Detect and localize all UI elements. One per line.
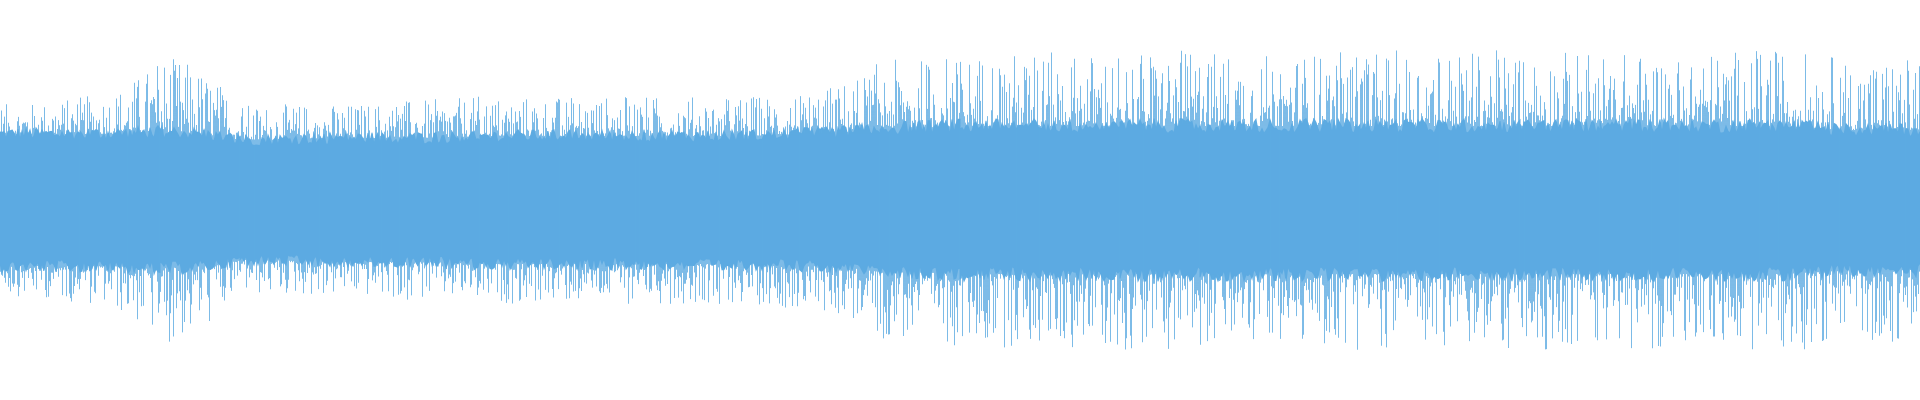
waveform-segment — [79, 66, 161, 325]
waveform-segment — [479, 98, 561, 304]
waveform-core — [1199, 117, 1281, 283]
waveform-segment — [1839, 60, 1920, 342]
waveform-core — [559, 128, 641, 272]
waveform-peaks — [800, 64, 880, 331]
waveform-core — [1759, 119, 1841, 282]
waveform-segment — [1119, 50, 1201, 350]
waveform-core — [719, 126, 801, 272]
waveform-peaks — [960, 56, 1040, 348]
waveform-peaks — [320, 106, 400, 297]
waveform-segment — [1199, 54, 1281, 345]
waveform-core — [1119, 118, 1201, 283]
waveform-segment — [879, 59, 961, 346]
waveform-core — [639, 129, 721, 271]
waveform-peaks — [1200, 54, 1280, 345]
waveform-peaks — [0, 100, 80, 302]
waveform-segment — [319, 106, 401, 297]
waveform-core — [879, 118, 961, 282]
waveform-segment — [1759, 51, 1841, 350]
waveform-peaks — [1040, 52, 1120, 348]
waveform-peaks — [1600, 55, 1680, 349]
waveform-peaks — [560, 97, 640, 304]
waveform-peaks — [80, 66, 160, 325]
waveform-core — [1519, 118, 1601, 282]
waveform-core — [1039, 119, 1121, 283]
waveform-segment — [959, 56, 1041, 348]
waveform-core — [1599, 117, 1681, 283]
waveform-peaks — [1280, 52, 1360, 350]
waveform-segment — [1039, 52, 1121, 348]
waveform-peaks — [1520, 52, 1600, 350]
waveform-core — [799, 122, 881, 275]
waveform-segment — [1359, 50, 1441, 348]
waveform-segment — [0, 100, 81, 302]
waveform-peaks — [400, 96, 480, 300]
waveform-segment — [239, 104, 321, 294]
waveform-peaks — [1680, 51, 1760, 350]
waveform-peaks — [1440, 50, 1520, 348]
waveform-core — [1839, 122, 1920, 279]
waveform-peaks — [160, 59, 240, 342]
waveform-core — [1359, 117, 1441, 283]
waveform-segment — [399, 96, 481, 300]
waveform-peaks — [1760, 51, 1840, 350]
waveform-core — [0, 126, 81, 275]
waveform-core — [1439, 117, 1521, 283]
waveform-segment — [799, 64, 881, 331]
waveform-core — [319, 130, 401, 268]
waveform-core — [159, 124, 241, 275]
waveform-segment — [719, 97, 801, 308]
waveform-peaks — [1840, 60, 1920, 342]
waveform-core — [1279, 117, 1361, 283]
waveform-peaks — [480, 98, 560, 304]
waveform-peaks — [880, 59, 960, 346]
waveform-core — [239, 133, 321, 267]
waveform-segment — [159, 59, 241, 342]
waveform-segment — [1679, 51, 1761, 350]
waveform-segment — [1599, 55, 1681, 349]
waveform-core — [79, 124, 161, 277]
waveform-peaks — [1360, 50, 1440, 348]
waveform-core — [399, 130, 481, 271]
waveform-peaks — [1120, 50, 1200, 350]
waveform-peaks — [640, 97, 720, 304]
waveform-core — [479, 128, 561, 271]
waveform-segment — [1279, 52, 1361, 350]
waveform-peaks — [240, 104, 320, 294]
waveform-core — [1679, 118, 1761, 282]
waveform-segment — [1439, 50, 1521, 348]
waveform-segment — [639, 97, 721, 304]
waveform-peaks — [720, 97, 800, 308]
waveform-core — [959, 118, 1041, 283]
waveform-segment — [559, 97, 641, 304]
waveform-segment — [1519, 52, 1601, 350]
